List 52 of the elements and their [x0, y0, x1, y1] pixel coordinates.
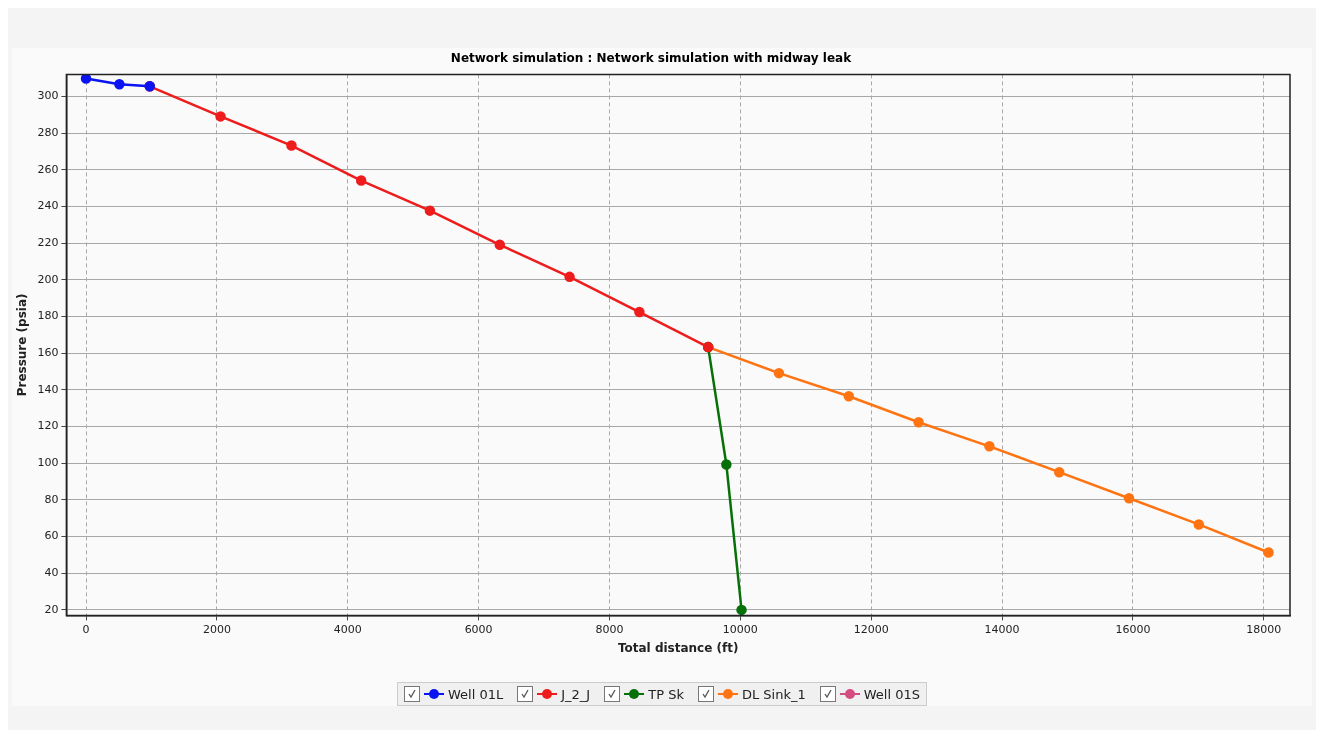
- point: [634, 306, 645, 318]
- point: [424, 205, 436, 216]
- point: [494, 239, 506, 251]
- chart-title: Network simulation : Network simulation with midway leak: [450, 51, 853, 66]
- y-axis-title: Pressure (psia): [15, 293, 30, 397]
- point: [564, 271, 575, 283]
- point: [1053, 466, 1065, 478]
- x-axis-title: Total distance (ft): [617, 640, 739, 655]
- point: [736, 604, 747, 616]
- x-tick-label: 10000: [722, 622, 758, 636]
- y-tick-label: 40: [44, 566, 59, 580]
- point: [80, 74, 92, 84]
- x-tick-label: 12000: [853, 622, 889, 636]
- x-tick-label: 2000: [202, 622, 231, 636]
- y-tick-label: 180: [37, 309, 59, 323]
- y-tick-label: 240: [37, 199, 59, 213]
- legend-label: TP Sk: [648, 686, 684, 702]
- legend-label: DL Sink_1: [741, 686, 806, 702]
- point: [1193, 519, 1205, 530]
- x-tick-label: 8000: [595, 622, 624, 636]
- y-tick-label: 220: [37, 235, 59, 249]
- y-tick-label: 280: [37, 125, 59, 139]
- x-tick-label: 18000: [1246, 622, 1282, 636]
- legend-label: Well 01L: [448, 686, 504, 702]
- point: [843, 391, 855, 402]
- y-tick-label: 120: [37, 419, 59, 433]
- legend-label: Well 01S: [863, 686, 920, 702]
- x-tick-label: 16000: [1115, 622, 1151, 636]
- y-tick-label: 60: [44, 529, 59, 543]
- point: [215, 111, 226, 122]
- point: [721, 459, 732, 470]
- x-tick-label: 0: [82, 622, 90, 636]
- point: [114, 79, 125, 90]
- point: [355, 175, 367, 186]
- y-tick-label: 200: [37, 272, 59, 286]
- legend-label: J_2_J: [561, 686, 591, 702]
- y-tick-label: 140: [37, 382, 59, 396]
- x-tick-label: 6000: [464, 622, 493, 636]
- y-tick-label: 160: [37, 346, 59, 360]
- point: [1263, 547, 1274, 558]
- x-tick-label: 14000: [984, 622, 1020, 636]
- x-tick-label: 4000: [333, 622, 362, 636]
- point: [1123, 492, 1135, 504]
- y-tick-label: 260: [37, 162, 59, 176]
- y-tick-label: 80: [44, 492, 59, 506]
- point: [913, 417, 924, 428]
- point: [773, 367, 785, 379]
- y-tick-label: 20: [44, 602, 59, 616]
- point: [984, 441, 995, 452]
- y-tick-label: 300: [37, 89, 59, 103]
- point: [286, 140, 297, 151]
- y-tick-label: 100: [37, 456, 59, 470]
